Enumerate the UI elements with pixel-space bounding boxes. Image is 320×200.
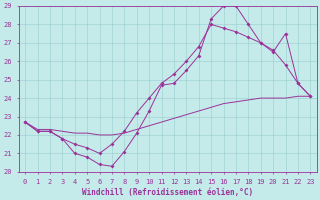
X-axis label: Windchill (Refroidissement éolien,°C): Windchill (Refroidissement éolien,°C) — [82, 188, 253, 197]
